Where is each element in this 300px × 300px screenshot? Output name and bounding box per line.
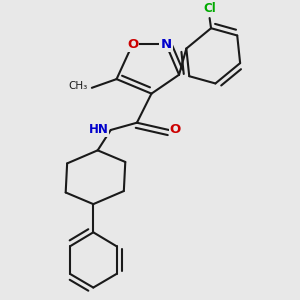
Text: O: O bbox=[170, 124, 181, 136]
Text: N: N bbox=[160, 38, 172, 51]
Text: HN: HN bbox=[88, 124, 108, 136]
Text: CH₃: CH₃ bbox=[68, 81, 88, 92]
Text: O: O bbox=[127, 38, 138, 51]
Text: Cl: Cl bbox=[203, 2, 216, 15]
